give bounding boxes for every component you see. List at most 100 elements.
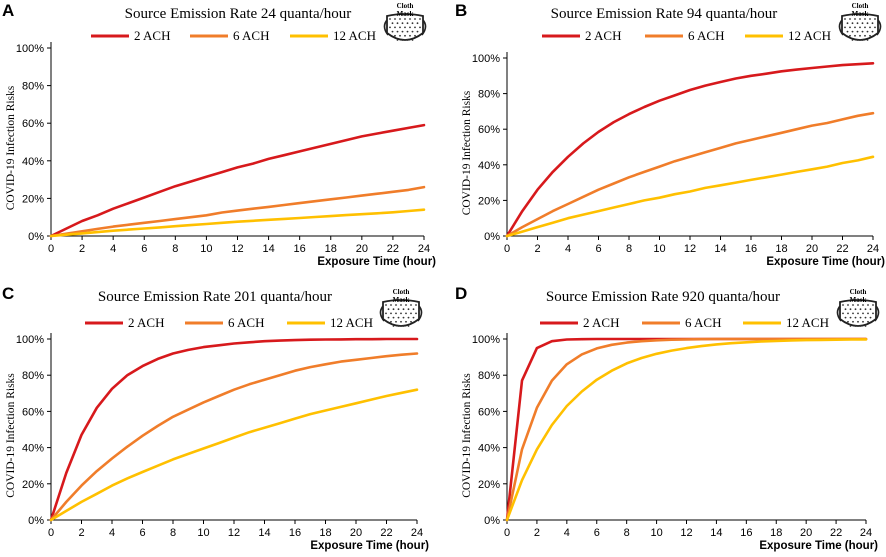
y-tick-label: 80%	[22, 370, 44, 382]
x-tick-label: 20	[356, 243, 368, 255]
x-tick-label: 18	[775, 243, 787, 255]
mask-dot	[854, 316, 857, 319]
y-tick-label: 20%	[22, 479, 44, 491]
mask-dot	[859, 308, 862, 311]
x-tick-label: 12	[228, 527, 240, 539]
mask-dot	[849, 34, 851, 37]
x-tick-label: 20	[800, 527, 812, 539]
mask-dot	[854, 308, 857, 311]
mask-dot	[871, 22, 874, 25]
chart-title: Source Emission Rate 201 quanta/hour	[98, 289, 332, 305]
mask-dot	[402, 316, 405, 319]
mask-dot	[404, 26, 406, 29]
mask-dot	[416, 30, 419, 33]
x-tick-label: 10	[650, 527, 662, 539]
mask-dot	[862, 320, 864, 323]
mask-dot	[864, 325, 867, 327]
mask-dot	[387, 308, 390, 311]
x-tick-label: 22	[830, 527, 842, 539]
mask-dot	[851, 30, 854, 33]
x-tick-label: 6	[141, 243, 147, 255]
mask-dot	[874, 26, 876, 29]
x-tick-label: 16	[294, 243, 306, 255]
mask-dot	[399, 18, 401, 20]
x-tick-label: 20	[806, 243, 818, 255]
y-tick-label: 20%	[478, 479, 500, 491]
x-tick-label: 18	[325, 243, 337, 255]
legend-label-1: 6 ACH	[233, 28, 269, 43]
series-line-6-ach	[49, 352, 419, 522]
panel-a: A Source Emission Rate 24 quanta/hour 2 AC…	[2, 1, 436, 268]
mask-dot	[847, 304, 849, 306]
x-tick-label: 4	[110, 243, 116, 255]
mask-dot	[412, 316, 415, 319]
y-tick-label: 40%	[22, 156, 44, 168]
x-tick-label: 8	[624, 527, 630, 539]
mask-dot	[410, 304, 412, 306]
series-line-2-ach	[505, 61, 875, 238]
mask-dot	[846, 30, 849, 33]
series-line-6-ach	[505, 111, 875, 238]
mask-dot	[854, 325, 857, 327]
y-tick-label: 80%	[478, 370, 500, 382]
x-tick-label: 6	[595, 243, 601, 255]
x-tick-label: 0	[48, 527, 54, 539]
mask-dot	[869, 316, 872, 319]
mask-dot	[385, 312, 387, 315]
panel-c: C Source Emission Rate 201 quanta/hour 2 A…	[2, 284, 429, 552]
x-tick-label: 2	[534, 527, 540, 539]
mask-dot	[405, 320, 407, 323]
mask-dot	[395, 312, 397, 315]
mask-dot	[842, 304, 844, 306]
mask-dot	[411, 22, 414, 25]
y-axis-label: COVID-19 Infection Risks	[5, 373, 17, 498]
mask-label-line2: Mask	[393, 296, 410, 304]
y-tick-label: 20%	[22, 193, 44, 205]
x-tick-label: 10	[197, 527, 209, 539]
mask-dot	[400, 312, 402, 315]
mask-dot	[409, 26, 411, 29]
mask-dot	[856, 22, 859, 25]
y-tick-label: 0%	[28, 231, 44, 243]
mask-label-line2: Mask	[850, 296, 867, 304]
mask-dot	[411, 39, 414, 41]
y-tick-label: 60%	[478, 124, 500, 136]
mask-dot	[391, 30, 394, 33]
mask-dot	[854, 26, 856, 29]
mask-dot	[857, 320, 859, 323]
mask-dot	[859, 325, 862, 327]
mask-dot	[866, 22, 869, 25]
mask-dot	[851, 39, 854, 41]
x-tick-label: 18	[770, 527, 782, 539]
y-tick-label: 0%	[28, 515, 44, 527]
mask-dot	[869, 34, 871, 37]
panel-letter: B	[455, 1, 467, 20]
mask-dot	[399, 34, 401, 37]
mask-dot	[864, 18, 866, 20]
mask-dot	[410, 312, 412, 315]
mask-dot	[847, 320, 849, 323]
chart-title: Source Emission Rate 94 quanta/hour	[551, 6, 778, 22]
mask-dot	[859, 18, 861, 20]
mask-dot	[396, 22, 399, 25]
legend-label-1: 6 ACH	[228, 315, 264, 330]
mask-dot	[864, 26, 866, 29]
x-tick-label: 20	[350, 527, 362, 539]
series-line-12-ach	[49, 388, 419, 522]
mask-dot	[394, 34, 396, 37]
mask-dot	[390, 312, 392, 315]
x-tick-label: 2	[78, 527, 84, 539]
mask-dot	[400, 320, 402, 323]
series-line-12-ach	[505, 338, 868, 522]
mask-dot	[397, 308, 400, 311]
x-tick-label: 14	[714, 243, 726, 255]
x-axis-label: Exposure Time (hour)	[317, 256, 436, 268]
x-tick-label: 24	[418, 243, 430, 255]
x-tick-label: 4	[565, 243, 571, 255]
y-tick-label: 60%	[22, 118, 44, 130]
x-tick-label: 2	[79, 243, 85, 255]
x-axis-label: Exposure Time (hour)	[759, 540, 878, 552]
